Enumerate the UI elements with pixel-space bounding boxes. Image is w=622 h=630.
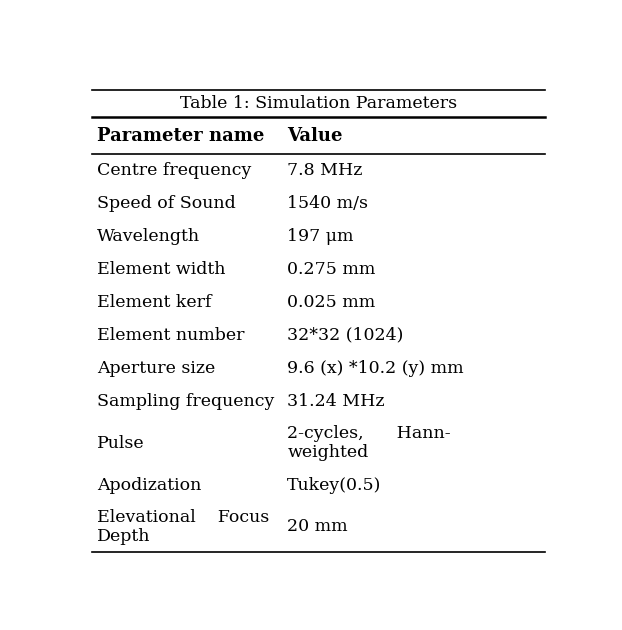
Text: Elevational    Focus
Depth: Elevational Focus Depth [97, 508, 269, 546]
Text: 32*32 (1024): 32*32 (1024) [287, 326, 404, 343]
Text: 1540 m/s: 1540 m/s [287, 195, 368, 212]
Text: Apodization: Apodization [97, 476, 202, 493]
Text: Centre frequency: Centre frequency [97, 162, 251, 179]
Text: Table 1: Simulation Parameters: Table 1: Simulation Parameters [180, 95, 457, 112]
Text: 0.025 mm: 0.025 mm [287, 294, 376, 311]
Text: Speed of Sound: Speed of Sound [97, 195, 236, 212]
Text: Pulse: Pulse [97, 435, 145, 452]
Text: 7.8 MHz: 7.8 MHz [287, 162, 363, 179]
Text: 0.275 mm: 0.275 mm [287, 261, 376, 278]
Text: 2-cycles,      Hann-
weighted: 2-cycles, Hann- weighted [287, 425, 451, 461]
Text: 20 mm: 20 mm [287, 518, 348, 536]
Text: Element kerf: Element kerf [97, 294, 211, 311]
Text: 9.6 (x) *10.2 (y) mm: 9.6 (x) *10.2 (y) mm [287, 360, 464, 377]
Text: Tukey(0.5): Tukey(0.5) [287, 476, 382, 493]
Text: Element number: Element number [97, 326, 244, 343]
Text: Sampling frequency: Sampling frequency [97, 392, 274, 410]
Text: Value: Value [287, 127, 343, 144]
Text: Parameter name: Parameter name [97, 127, 264, 144]
Text: Element width: Element width [97, 261, 226, 278]
Text: 197 μm: 197 μm [287, 227, 354, 244]
Text: Wavelength: Wavelength [97, 227, 200, 244]
Text: Aperture size: Aperture size [97, 360, 215, 377]
Text: 31.24 MHz: 31.24 MHz [287, 392, 385, 410]
